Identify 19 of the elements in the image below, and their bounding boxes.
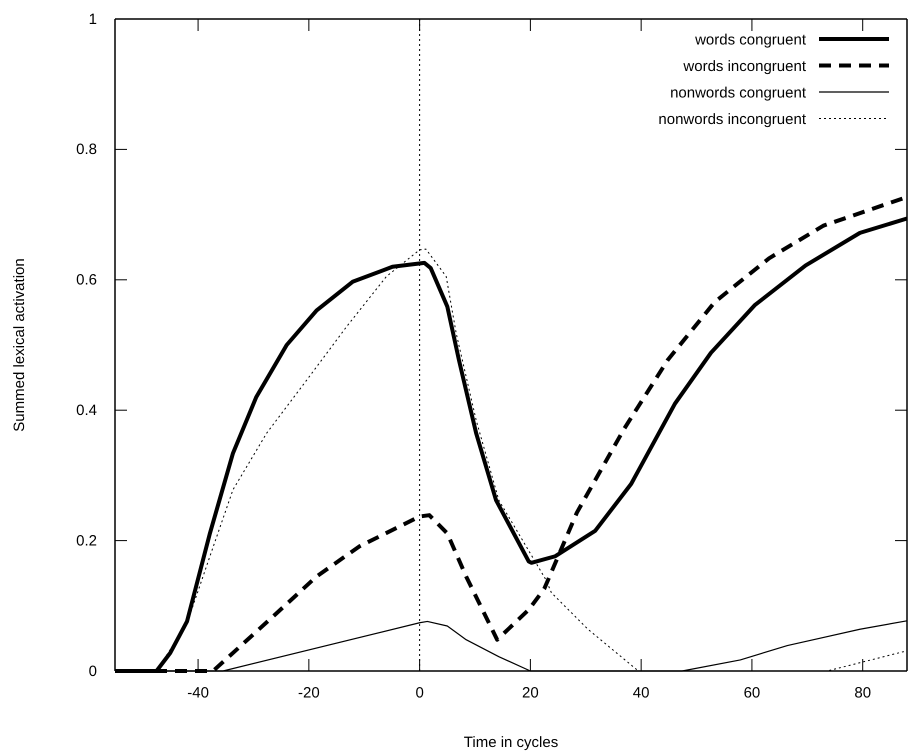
legend-label: words congruent bbox=[694, 31, 807, 48]
y-tick-label: 0.8 bbox=[76, 141, 97, 158]
legend-label: nonwords congruent bbox=[670, 84, 807, 102]
x-tick-label: 60 bbox=[744, 684, 760, 702]
y-tick-label: 1 bbox=[88, 10, 97, 28]
y-tick-label: 0.2 bbox=[76, 532, 97, 550]
legend-label: nonwords incongruent bbox=[658, 110, 807, 128]
legend-label: words incongruent bbox=[682, 58, 807, 75]
y-axis-title: Summed lexical activation bbox=[11, 258, 28, 432]
x-tick-label: 40 bbox=[632, 684, 650, 702]
x-tick-label: 0 bbox=[415, 684, 424, 702]
x-tick-label: 20 bbox=[522, 684, 539, 702]
x-tick-label: -40 bbox=[187, 684, 209, 702]
y-tick-label: 0.4 bbox=[76, 402, 97, 419]
x-tick-label: 80 bbox=[854, 684, 872, 702]
x-tick-label: -20 bbox=[298, 684, 320, 702]
y-tick-label: 0.6 bbox=[76, 272, 97, 289]
y-tick-label: 0 bbox=[88, 662, 97, 680]
x-axis-title: Time in cycles bbox=[464, 734, 558, 751]
